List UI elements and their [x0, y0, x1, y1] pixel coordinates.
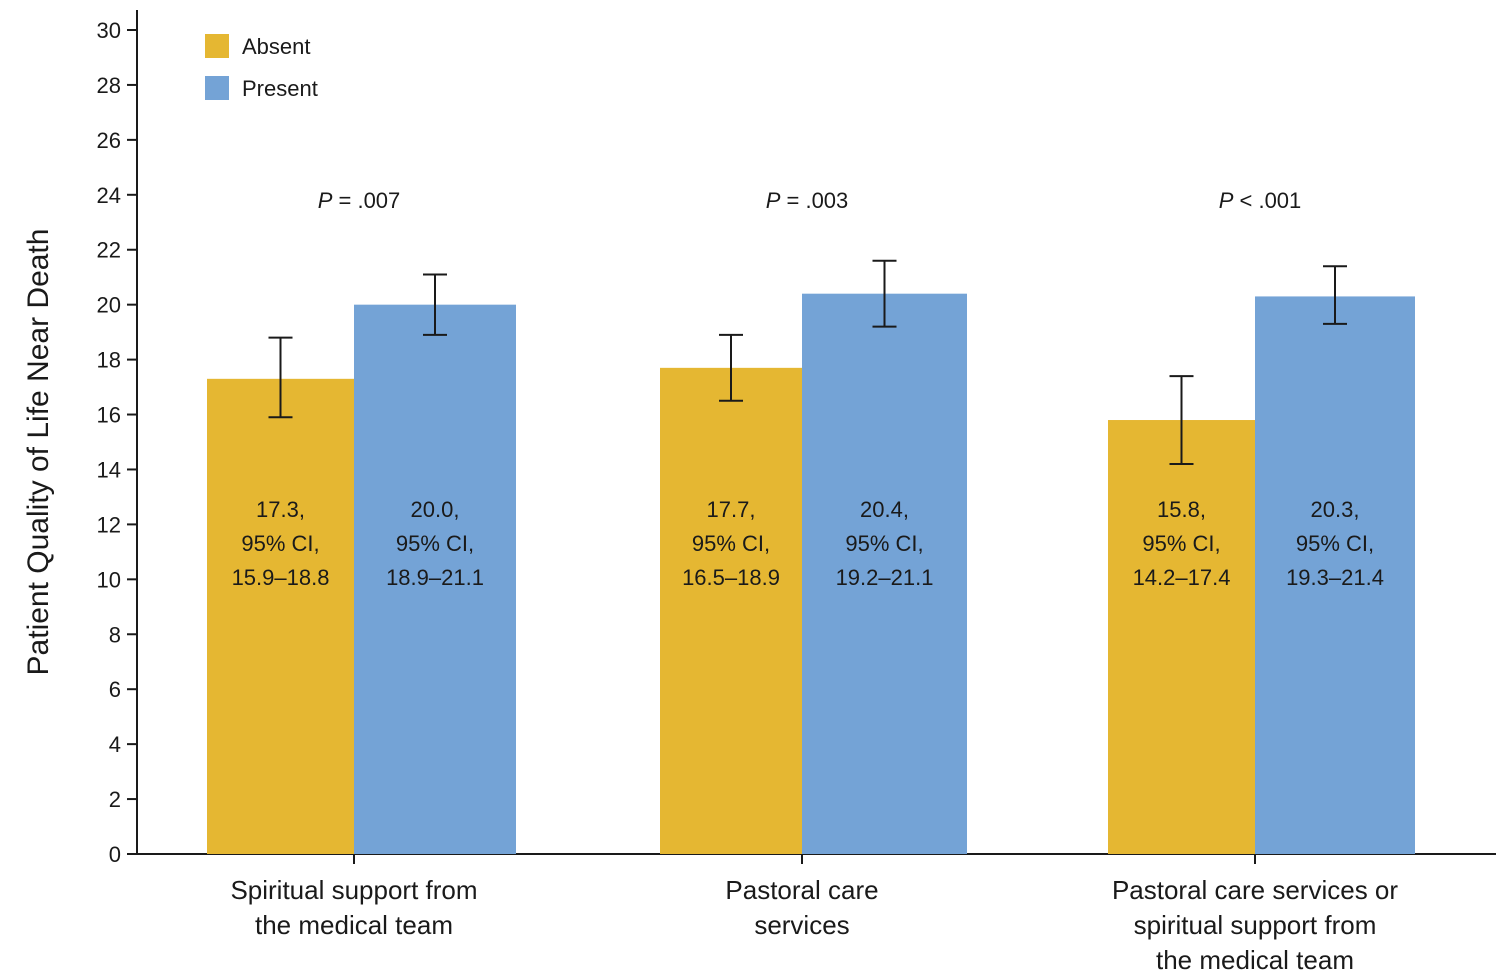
- y-tick-label: 28: [97, 73, 121, 98]
- x-tick-label-line: Pastoral care services or: [1112, 875, 1398, 905]
- bar: [207, 378, 354, 854]
- p-symbol: P: [318, 188, 333, 213]
- bar: [1255, 296, 1415, 855]
- y-tick-label: 26: [97, 128, 121, 153]
- data-label-line: 20.3,: [1311, 497, 1360, 522]
- y-tick-label: 0: [109, 842, 121, 867]
- data-label-line: 20.4,: [860, 497, 909, 522]
- x-tick-label-line: Spiritual support from: [230, 875, 477, 905]
- data-label: 17.3, 95% CI, 15.9–18.8: [232, 497, 330, 590]
- p-value-text: = .003: [780, 188, 848, 213]
- data-label-line: 18.9–21.1: [386, 565, 484, 590]
- y-tick-label: 4: [109, 732, 121, 757]
- data-label-line: 19.2–21.1: [836, 565, 934, 590]
- legend: Absent Present: [205, 34, 318, 101]
- data-label-line: 95% CI,: [241, 531, 319, 556]
- data-label: 20.4, 95% CI, 19.2–21.1: [836, 497, 934, 590]
- y-tick-label: 18: [97, 348, 121, 373]
- data-label: 20.0, 95% CI, 18.9–21.1: [386, 497, 484, 590]
- legend-label: Absent: [242, 34, 311, 59]
- legend-label: Present: [242, 76, 318, 101]
- y-tick-label: 24: [97, 183, 121, 208]
- y-tick-label: 10: [97, 567, 121, 592]
- legend-swatch: [205, 76, 229, 100]
- y-tick-label: 14: [97, 457, 121, 482]
- data-label-line: 95% CI,: [396, 531, 474, 556]
- data-labels: 17.3, 95% CI, 15.9–18.8 20.0, 95% CI, 18.9–21…: [232, 497, 1384, 590]
- data-label: 15.8, 95% CI, 14.2–17.4: [1133, 497, 1231, 590]
- bars: [207, 293, 1415, 855]
- data-label-line: 17.7,: [707, 497, 756, 522]
- error-bars: [268, 259, 1347, 465]
- y-tick-label: 20: [97, 293, 121, 318]
- y-tick-label: 30: [97, 18, 121, 43]
- x-tick-label-line: Pastoral care: [725, 875, 878, 905]
- x-tick-label-line: spiritual support from: [1134, 910, 1377, 940]
- x-tick-label: Pastoral care services: [725, 875, 878, 940]
- p-value-text: < .001: [1233, 188, 1301, 213]
- y-axis-title: Patient Quality of Life Near Death: [22, 229, 55, 676]
- p-value-annotation: P = .003: [766, 188, 849, 213]
- data-label-line: 16.5–18.9: [682, 565, 780, 590]
- annotations: P = .007 P = .003 P < .001: [318, 188, 1302, 213]
- data-label: 20.3, 95% CI, 19.3–21.4: [1286, 497, 1384, 590]
- x-tick-label-line: services: [754, 910, 849, 940]
- data-label-line: 15.9–18.8: [232, 565, 330, 590]
- x-tick-label: Spiritual support from the medical team: [230, 875, 477, 940]
- bar: [660, 367, 802, 854]
- bar: [354, 304, 516, 855]
- y-tick-label: 12: [97, 512, 121, 537]
- y-tick-label: 2: [109, 787, 121, 812]
- x-tick-label-line: the medical team: [255, 910, 453, 940]
- p-symbol: P: [766, 188, 781, 213]
- data-label-line: 95% CI,: [1296, 531, 1374, 556]
- data-label-line: 20.0,: [411, 497, 460, 522]
- p-symbol: P: [1219, 188, 1234, 213]
- bar: [802, 293, 967, 854]
- p-value-text: = .007: [332, 188, 400, 213]
- p-value-annotation: P = .007: [318, 188, 401, 213]
- data-label-line: 15.8,: [1157, 497, 1206, 522]
- data-label-line: 95% CI,: [1142, 531, 1220, 556]
- y-tick-label: 16: [97, 403, 121, 428]
- x-tick-label-line: the medical team: [1156, 945, 1354, 973]
- data-label-line: 95% CI,: [692, 531, 770, 556]
- data-label-line: 17.3,: [256, 497, 305, 522]
- data-label-line: 19.3–21.4: [1286, 565, 1384, 590]
- legend-swatch: [205, 34, 229, 58]
- data-label-line: 14.2–17.4: [1133, 565, 1231, 590]
- bar: [1108, 420, 1255, 854]
- data-label-line: 95% CI,: [845, 531, 923, 556]
- y-tick-label: 22: [97, 238, 121, 263]
- y-tick-label: 8: [109, 622, 121, 647]
- x-tick-label: Pastoral care services or spiritual suppo…: [1112, 875, 1398, 973]
- p-value-annotation: P < .001: [1219, 188, 1302, 213]
- data-label: 17.7, 95% CI, 16.5–18.9: [682, 497, 780, 590]
- y-tick-label: 6: [109, 677, 121, 702]
